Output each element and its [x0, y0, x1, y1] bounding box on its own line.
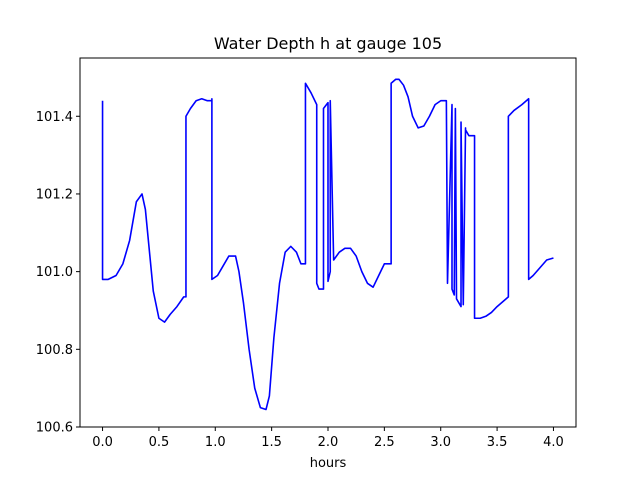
series-line-0 [101, 78, 554, 411]
x-tick-label: 2.5 [374, 435, 395, 450]
plot-frame [79, 57, 577, 428]
x-tick-label: 3.5 [487, 435, 508, 450]
x-tick-label: 0.5 [149, 435, 170, 450]
y-tick-label: 101.2 [36, 187, 73, 202]
y-tick-label: 101.0 [36, 265, 73, 280]
x-axis-label: hours [310, 456, 347, 471]
x-tick-label: 1.0 [205, 435, 226, 450]
x-axis: 0.0 0.5 1.0 1.5 2.0 2.5 3.0 3.5 4.0 [92, 427, 564, 450]
y-tick-label: 100.8 [36, 343, 73, 358]
y-axis: 100.6 100.8 101.0 101.2 101.4 [36, 110, 80, 436]
x-tick-label: 4.0 [543, 435, 564, 450]
x-tick-label: 0.0 [92, 435, 113, 450]
y-tick-label: 100.6 [36, 421, 73, 436]
x-tick-label: 3.0 [430, 435, 451, 450]
y-tick-label: 101.4 [36, 110, 73, 125]
plot-area [101, 78, 554, 411]
x-tick-label: 1.5 [261, 435, 282, 450]
x-tick-label: 2.0 [318, 435, 339, 450]
chart-title: Water Depth h at gauge 105 [214, 34, 442, 53]
